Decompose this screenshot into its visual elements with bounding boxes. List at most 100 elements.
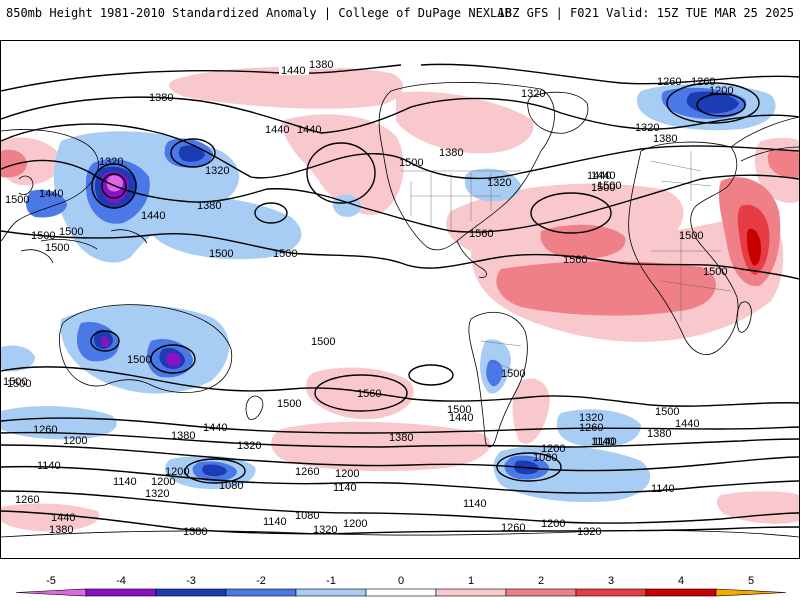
anomaly-positive-north-pacific <box>168 66 404 109</box>
contour-label: 1380 <box>309 59 333 71</box>
contour-mid-south <box>1 366 799 407</box>
contour-label: 1260 <box>33 424 57 436</box>
contour-label: 1260 <box>691 76 715 88</box>
contour-label: 1380 <box>647 428 671 440</box>
contour-label: 1500 <box>597 180 621 192</box>
anomaly-strong-positive-atlantic <box>540 224 626 259</box>
anomaly-extreme-negative-australia-west <box>101 336 110 348</box>
map-header: 850mb Height 1981-2010 Standardized Anom… <box>0 0 800 40</box>
contour-label: 1440 <box>141 210 165 222</box>
contour-high-atlantic <box>530 192 612 234</box>
anomaly-positive-south-pacific <box>306 367 414 420</box>
colorbar-ticks: -5 -4 -3 -2 -1 0 1 2 3 4 5 <box>46 575 754 587</box>
contour-label: 1140 <box>593 436 617 448</box>
anomaly-positive-nw-canada <box>396 91 534 154</box>
contour-south-f <box>1 510 799 535</box>
contour-label: 1140 <box>333 482 357 494</box>
contour-label: 1500 <box>501 368 525 380</box>
contour-label: 1440 <box>591 170 615 182</box>
colorbar-swatch <box>645 588 717 597</box>
contour-low-hudson <box>170 138 216 168</box>
anomaly-map: 1440 1380 1380 1440 1440 1320 1320 1440 … <box>1 41 799 558</box>
anomaly-strong-positive-far-east <box>767 149 799 179</box>
contour-label: 1080 <box>295 510 319 522</box>
contour-label: 1140 <box>263 516 287 528</box>
contour-label: 1200 <box>165 466 189 478</box>
contour-label: 1500 <box>59 226 83 238</box>
anomaly-strong-negative-hudson <box>178 145 205 162</box>
coastline-greenland <box>527 91 589 134</box>
coastline-antarctica <box>1 530 799 538</box>
map-frame: 1440 1380 1380 1440 1440 1320 1320 1440 … <box>0 40 800 559</box>
contour-label: 1440 <box>587 170 611 182</box>
contour-label: 1500 <box>209 248 233 260</box>
colorbar-graphic: -5 -4 -3 -2 -1 0 1 2 3 4 5 <box>15 575 787 597</box>
anomaly-negative-west-pacific <box>144 196 302 260</box>
anomaly-strong-negative-siberia <box>686 91 739 114</box>
contour-label: 1140 <box>463 498 487 510</box>
contour-label: 1560 <box>469 228 493 240</box>
contour-low-north-america <box>91 163 137 209</box>
colorbar-swatch <box>365 588 437 597</box>
contour-label: 1260 <box>501 522 525 534</box>
label-background <box>279 63 309 75</box>
contour-label: 1320 <box>579 412 603 424</box>
coastline-europe-africa <box>628 141 739 355</box>
contour-label: 1500 <box>3 376 27 388</box>
contour-label: 1200 <box>63 435 87 447</box>
contour-label: 1320 <box>521 88 545 100</box>
contour-low-australia <box>150 344 196 374</box>
contour-label: 1440 <box>39 188 63 200</box>
contour-label: 1440 <box>281 65 305 77</box>
anomaly-positive-se-corner <box>716 491 799 524</box>
contour-label: 1200 <box>343 518 367 530</box>
contour-label: 1500 <box>31 230 55 242</box>
contour-low-australia-west <box>90 330 120 352</box>
contour-label: 1320 <box>237 440 261 452</box>
coastline-indonesia <box>20 229 148 264</box>
contour-label: 1320 <box>577 526 601 538</box>
colorbar-swatch <box>155 588 227 597</box>
contour-south-c <box>1 444 799 472</box>
contour-label: 1380 <box>197 200 221 212</box>
contour-label: 1140 <box>651 483 675 495</box>
contour-labels: 1440 1380 1380 1440 1440 1320 1320 1440 … <box>3 57 733 538</box>
contour-label: 1320 <box>313 524 337 536</box>
contour-label: 1380 <box>653 133 677 145</box>
contour-label: 1380 <box>183 526 207 538</box>
colorbar-tick-label: 0 <box>398 575 404 587</box>
contour-low-pacific <box>254 202 288 224</box>
colorbar-swatch <box>715 588 787 597</box>
contour-label: 1500 <box>127 354 151 366</box>
model-run-info: 18Z GFS | F021 Valid: 15Z TUE MAR 25 202… <box>497 6 794 20</box>
contour-label: 1440 <box>675 418 699 430</box>
contour-label: 1380 <box>149 92 173 104</box>
contour-label: 1320 <box>205 165 229 177</box>
contour-label: 1500 <box>311 336 335 348</box>
border-south-america <box>480 340 522 372</box>
contour-low-drake <box>496 452 562 482</box>
contour-label: 1500 <box>655 406 679 418</box>
contour-label: 1380 <box>171 430 195 442</box>
colorbar-swatch <box>295 588 367 597</box>
height-contours <box>1 63 799 535</box>
contour-low-north-america-inner <box>101 173 127 199</box>
colorbar-swatch <box>85 588 157 597</box>
contour-south-b <box>1 431 799 448</box>
political-borders <box>401 151 732 372</box>
anomaly-negative-west-edge <box>1 345 35 372</box>
contour-high-south-atlantic <box>408 364 454 386</box>
contour-label: 1440 <box>203 422 227 434</box>
contour-label: 1200 <box>151 476 175 488</box>
contour-south-d <box>1 465 799 494</box>
contour-label: 1260 <box>15 494 39 506</box>
contour-label: 1260 <box>295 466 319 478</box>
contour-label: 1500 <box>5 194 29 206</box>
contour-label: 1500 <box>591 182 615 194</box>
contour-label: 1500 <box>277 398 301 410</box>
anomaly-negative-south-indian <box>1 406 117 440</box>
colorbar: -5 -4 -3 -2 -1 0 1 2 3 4 5 <box>0 568 800 600</box>
label-background <box>307 57 337 69</box>
contour-label: 1380 <box>49 524 73 536</box>
contour-label: 1500 <box>7 378 31 390</box>
